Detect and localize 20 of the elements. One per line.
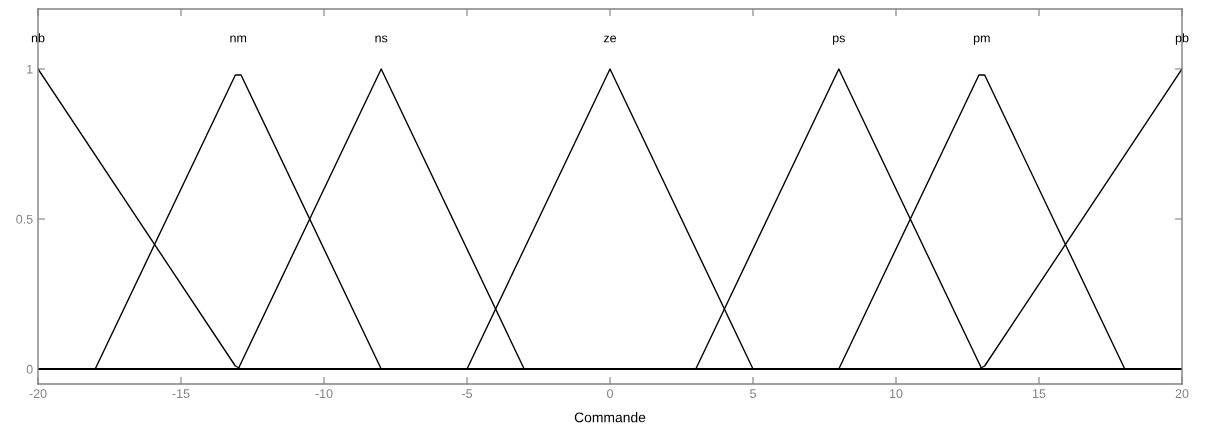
x-tick-label: -20 [29,389,47,399]
x-tick-label: 0 [607,389,613,399]
x-tick-label: 20 [1175,389,1189,399]
x-tick-label: 10 [890,389,903,399]
y-tick-label: 1 [27,64,33,74]
series-label: ps [833,35,845,45]
text: pm [973,35,990,45]
x-tick-label: -10 [315,389,333,399]
series-label: pb [1175,33,1189,45]
x-tick-label: -5 [462,389,473,399]
x-tick-label: 15 [1033,389,1046,399]
x-tick-label: 5 [750,389,756,399]
text: ze [603,35,617,43]
text: nb [31,33,45,43]
y-tick-label: 0 [26,364,33,374]
text: ns [375,35,388,43]
text: nm [230,35,247,43]
x-tick-label: -15 [172,389,190,399]
x-axis-title: Commande [574,412,646,423]
y-tick-label: 0.5 [16,214,33,224]
